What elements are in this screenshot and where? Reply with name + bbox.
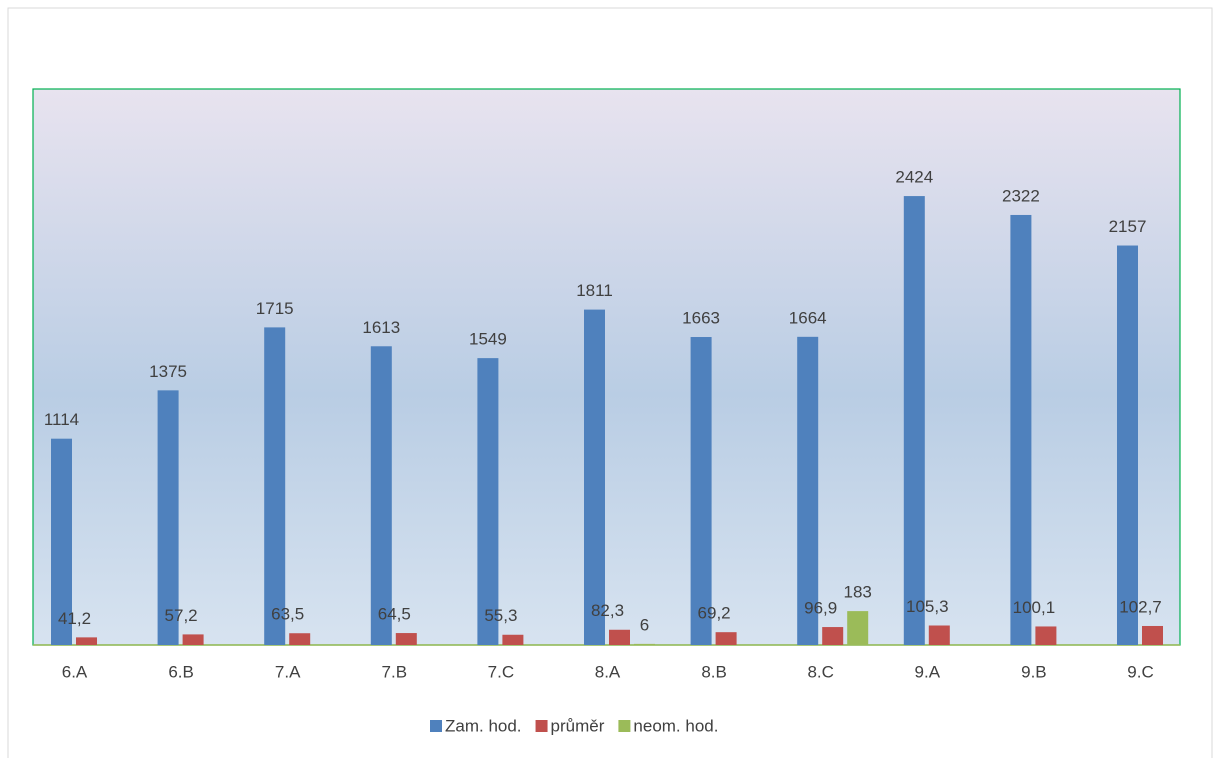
bar xyxy=(797,336,819,645)
data-label: 1114 xyxy=(44,410,79,429)
bar xyxy=(370,346,392,645)
data-label: 1664 xyxy=(789,308,827,327)
bar xyxy=(182,634,204,645)
x-tick-label: 9.A xyxy=(915,662,941,681)
legend-label: průměr xyxy=(551,716,605,735)
bar xyxy=(634,643,655,645)
bar xyxy=(609,629,630,645)
data-label: 102,7 xyxy=(1119,597,1162,616)
x-tick-label: 8.B xyxy=(701,662,727,681)
data-label: 105,3 xyxy=(906,597,949,616)
bar xyxy=(584,309,605,645)
legend-swatch xyxy=(535,720,548,732)
data-label: 100,1 xyxy=(1013,598,1056,617)
data-label: 82,3 xyxy=(591,601,624,620)
data-label: 2424 xyxy=(895,168,933,187)
bar xyxy=(477,358,499,645)
data-label: 64,5 xyxy=(378,605,411,624)
x-tick-label: 8.A xyxy=(595,662,621,681)
data-label: 1375 xyxy=(149,362,187,381)
data-label: 1613 xyxy=(362,318,400,337)
bar xyxy=(928,625,950,645)
legend-swatch xyxy=(430,720,442,732)
bar xyxy=(847,611,869,645)
bar xyxy=(690,337,712,645)
legend-label: Zam. hod. xyxy=(445,716,522,735)
bar xyxy=(76,637,97,645)
x-tick-label: 6.A xyxy=(62,662,88,681)
legend-label: neom. hod. xyxy=(633,716,718,735)
data-label: 57,2 xyxy=(165,606,198,625)
x-tick-label: 7.C xyxy=(488,662,514,681)
frame xyxy=(7,7,1213,758)
x-tick-label: 8.C xyxy=(807,662,833,681)
data-label: 55,3 xyxy=(484,606,517,625)
bar xyxy=(1010,214,1032,645)
bar xyxy=(822,627,844,645)
data-label: 1549 xyxy=(469,330,507,349)
bar xyxy=(51,438,72,645)
bar xyxy=(903,196,925,645)
bar xyxy=(289,633,311,645)
bar xyxy=(395,633,417,645)
bar xyxy=(1142,625,1163,645)
x-tick-label: 9.C xyxy=(1127,662,1153,681)
x-tick-label: 9.B xyxy=(1021,662,1047,681)
bar xyxy=(264,327,286,645)
data-label: 96,9 xyxy=(804,599,837,618)
data-label: 6 xyxy=(640,615,649,634)
bar xyxy=(157,390,179,645)
x-tick-label: 6.B xyxy=(168,662,194,681)
data-label: 63,5 xyxy=(271,605,304,624)
legend-swatch xyxy=(618,720,631,732)
plot-area xyxy=(32,88,1181,646)
data-label: 183 xyxy=(844,583,872,602)
data-label: 69,2 xyxy=(698,604,731,623)
data-label: 2157 xyxy=(1109,217,1147,236)
x-tick-label: 7.A xyxy=(275,662,301,681)
bar xyxy=(1035,626,1057,645)
data-label: 1811 xyxy=(576,281,613,300)
data-label: 1663 xyxy=(682,308,720,327)
data-label: 41,2 xyxy=(58,609,91,628)
bar xyxy=(502,634,524,645)
bar xyxy=(715,632,737,645)
data-label: 1715 xyxy=(256,299,294,318)
bar xyxy=(1117,245,1138,645)
data-label: 2322 xyxy=(1002,186,1040,205)
x-tick-label: 7.B xyxy=(382,662,408,681)
